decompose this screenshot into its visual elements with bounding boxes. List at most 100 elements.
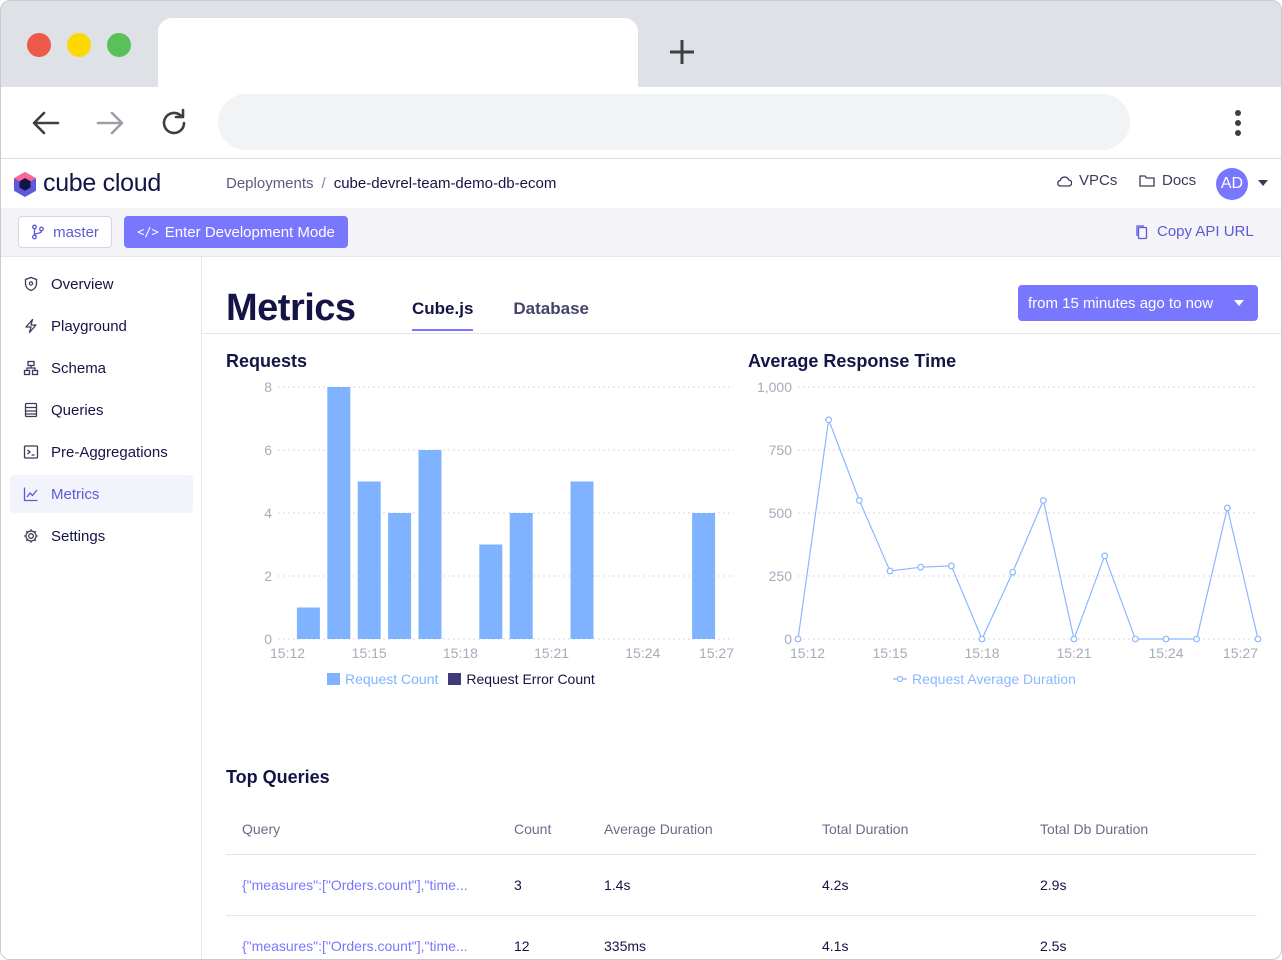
cell-average-duration: 1.4s (604, 877, 631, 893)
table-row[interactable]: {"measures":["Orders.count"],"time... 12… (226, 916, 1257, 959)
bar-request-count-15:17 (418, 450, 442, 639)
legend-label: Request Average Duration (912, 671, 1076, 687)
sidebar-item-schema[interactable]: Schema (10, 349, 193, 387)
back-arrow-icon[interactable] (28, 105, 64, 141)
time-range-dropdown[interactable]: from 15 minutes ago to now (1018, 285, 1258, 321)
bar-request-count-15:14 (327, 387, 351, 639)
tab-database[interactable]: Database (513, 299, 590, 318)
new-tab-plus-icon[interactable] (665, 35, 699, 69)
top-queries-title: Top Queries (226, 767, 330, 787)
cube-cloud-logo[interactable]: cube cloud (13, 169, 161, 198)
legend-swatch (327, 673, 340, 685)
sidebar-item-label: Settings (51, 527, 106, 545)
maximize-window-button[interactable] (107, 33, 131, 57)
bolt-icon (25, 318, 37, 334)
dev-mode-label: Enter Development Mode (164, 223, 335, 241)
tab-cubejs[interactable]: Cube.js (412, 299, 474, 331)
table-row[interactable]: {"measures":["Orders.count"],"time... 3 … (226, 855, 1257, 916)
list-icon (24, 402, 38, 418)
sidebar-item-metrics[interactable]: Metrics (10, 475, 193, 513)
sidebar: Overview Playground Schema Queries (1, 257, 202, 959)
bar-request-count-15:20 (509, 513, 533, 639)
column-header-query[interactable]: Query (242, 820, 281, 837)
query-link[interactable]: {"measures":["Orders.count"],"time... (242, 877, 468, 893)
y-tick-label: 0 (264, 631, 272, 647)
point-15:25 (1193, 635, 1201, 643)
logo-text: cube cloud (43, 169, 161, 197)
chevron-down-icon (1234, 300, 1244, 306)
vpcs-label: VPCs (1079, 172, 1118, 189)
browser-menu-icon[interactable] (1225, 105, 1251, 141)
sidebar-item-settings[interactable]: Settings (10, 517, 193, 555)
cube-logo-icon (14, 171, 36, 197)
docs-link[interactable]: Docs (1139, 172, 1196, 189)
requests-bar-chart: 0 2 4 6 8 15:12 15:15 15:18 15:21 15:24 15:27 (264, 379, 734, 661)
requests-legend: Request Count Request Error Count (327, 671, 595, 687)
bar-request-count-15:19 (479, 544, 503, 639)
hierarchy-icon (23, 360, 39, 376)
point-15:23 (1131, 635, 1139, 643)
sidebar-item-overview[interactable]: Overview (10, 265, 193, 303)
cell-total-db-duration: 2.9s (1040, 877, 1067, 893)
legend-request-count[interactable]: Request Count (327, 671, 438, 687)
legend-request-error-count[interactable]: Request Error Count (448, 671, 595, 687)
legend-request-average-duration[interactable]: Request Average Duration (893, 671, 1076, 687)
point-15:21 (1070, 635, 1078, 643)
point-15:12 (794, 635, 802, 643)
time-range-label: from 15 minutes ago to now (1028, 294, 1214, 312)
bar-request-count-15:13 (296, 607, 320, 639)
avg-response-chart-title: Average Response Time (748, 351, 957, 371)
branch-selector-button[interactable]: master (18, 216, 112, 248)
series-line-request-average-duration (797, 419, 1259, 642)
sidebar-item-playground[interactable]: Playground (10, 307, 193, 345)
x-tick-label: 15:27 (699, 645, 734, 661)
y-tick-label: 8 (264, 379, 272, 395)
avatar[interactable]: AD (1216, 168, 1248, 200)
top-queries-table: Query Count Average Duration Total Durat… (226, 803, 1257, 959)
address-bar[interactable] (218, 94, 1130, 150)
shield-icon (24, 276, 38, 292)
point-15:18 (978, 635, 986, 643)
copy-api-label: Copy API URL (1157, 223, 1254, 240)
column-header-total-db-duration[interactable]: Total Db Duration (1040, 820, 1149, 837)
sidebar-item-pre-aggregations[interactable]: Pre-Aggregations (10, 433, 193, 471)
y-tick-label: 500 (769, 505, 793, 521)
minimize-window-button[interactable] (67, 33, 91, 57)
y-tick-label: 4 (264, 505, 272, 521)
forward-arrow-icon[interactable] (92, 105, 128, 141)
column-header-average-duration[interactable]: Average Duration (604, 820, 713, 837)
sidebar-item-label: Metrics (51, 485, 100, 503)
x-tick-label: 15:27 (1223, 645, 1258, 661)
cloud-icon (1057, 175, 1072, 187)
bar-request-count-15:26 (692, 513, 716, 639)
point-15:13 (825, 416, 833, 424)
x-tick-label: 15:15 (352, 645, 387, 661)
main-content: Metrics Cube.js Database from 15 minutes… (202, 257, 1281, 959)
x-tick-label: 15:12 (790, 645, 825, 661)
query-link[interactable]: {"measures":["Orders.count"],"time... (242, 938, 468, 954)
breadcrumb-current-deployment: cube-devrel-team-demo-db-ecom (333, 175, 557, 192)
x-tick-label: 15:15 (872, 645, 907, 661)
browser-toolbar (1, 87, 1281, 159)
y-tick-label: 1,000 (757, 379, 792, 395)
copy-api-url-button[interactable]: Copy API URL (1135, 223, 1254, 240)
sidebar-item-label: Queries (51, 401, 104, 419)
browser-tab-bar (1, 1, 1281, 87)
legend-label: Request Count (345, 671, 439, 687)
column-header-total-duration[interactable]: Total Duration (822, 820, 909, 837)
close-window-button[interactable] (27, 33, 51, 57)
point-15:20 (1039, 496, 1047, 504)
y-tick-label: 250 (769, 568, 793, 584)
point-15:24 (1162, 635, 1170, 643)
reload-icon[interactable] (156, 105, 192, 141)
enter-development-mode-button[interactable]: </> Enter Development Mode (124, 216, 348, 248)
vpcs-link[interactable]: VPCs (1056, 172, 1117, 189)
breadcrumb-deployments[interactable]: Deployments (226, 175, 314, 192)
point-15:27 (1254, 635, 1262, 643)
account-menu-chevron-down-icon[interactable] (1258, 180, 1268, 186)
y-tick-label: 6 (264, 442, 272, 458)
sidebar-item-queries[interactable]: Queries (10, 391, 193, 429)
browser-tab[interactable] (158, 18, 638, 87)
column-header-count[interactable]: Count (514, 820, 552, 837)
